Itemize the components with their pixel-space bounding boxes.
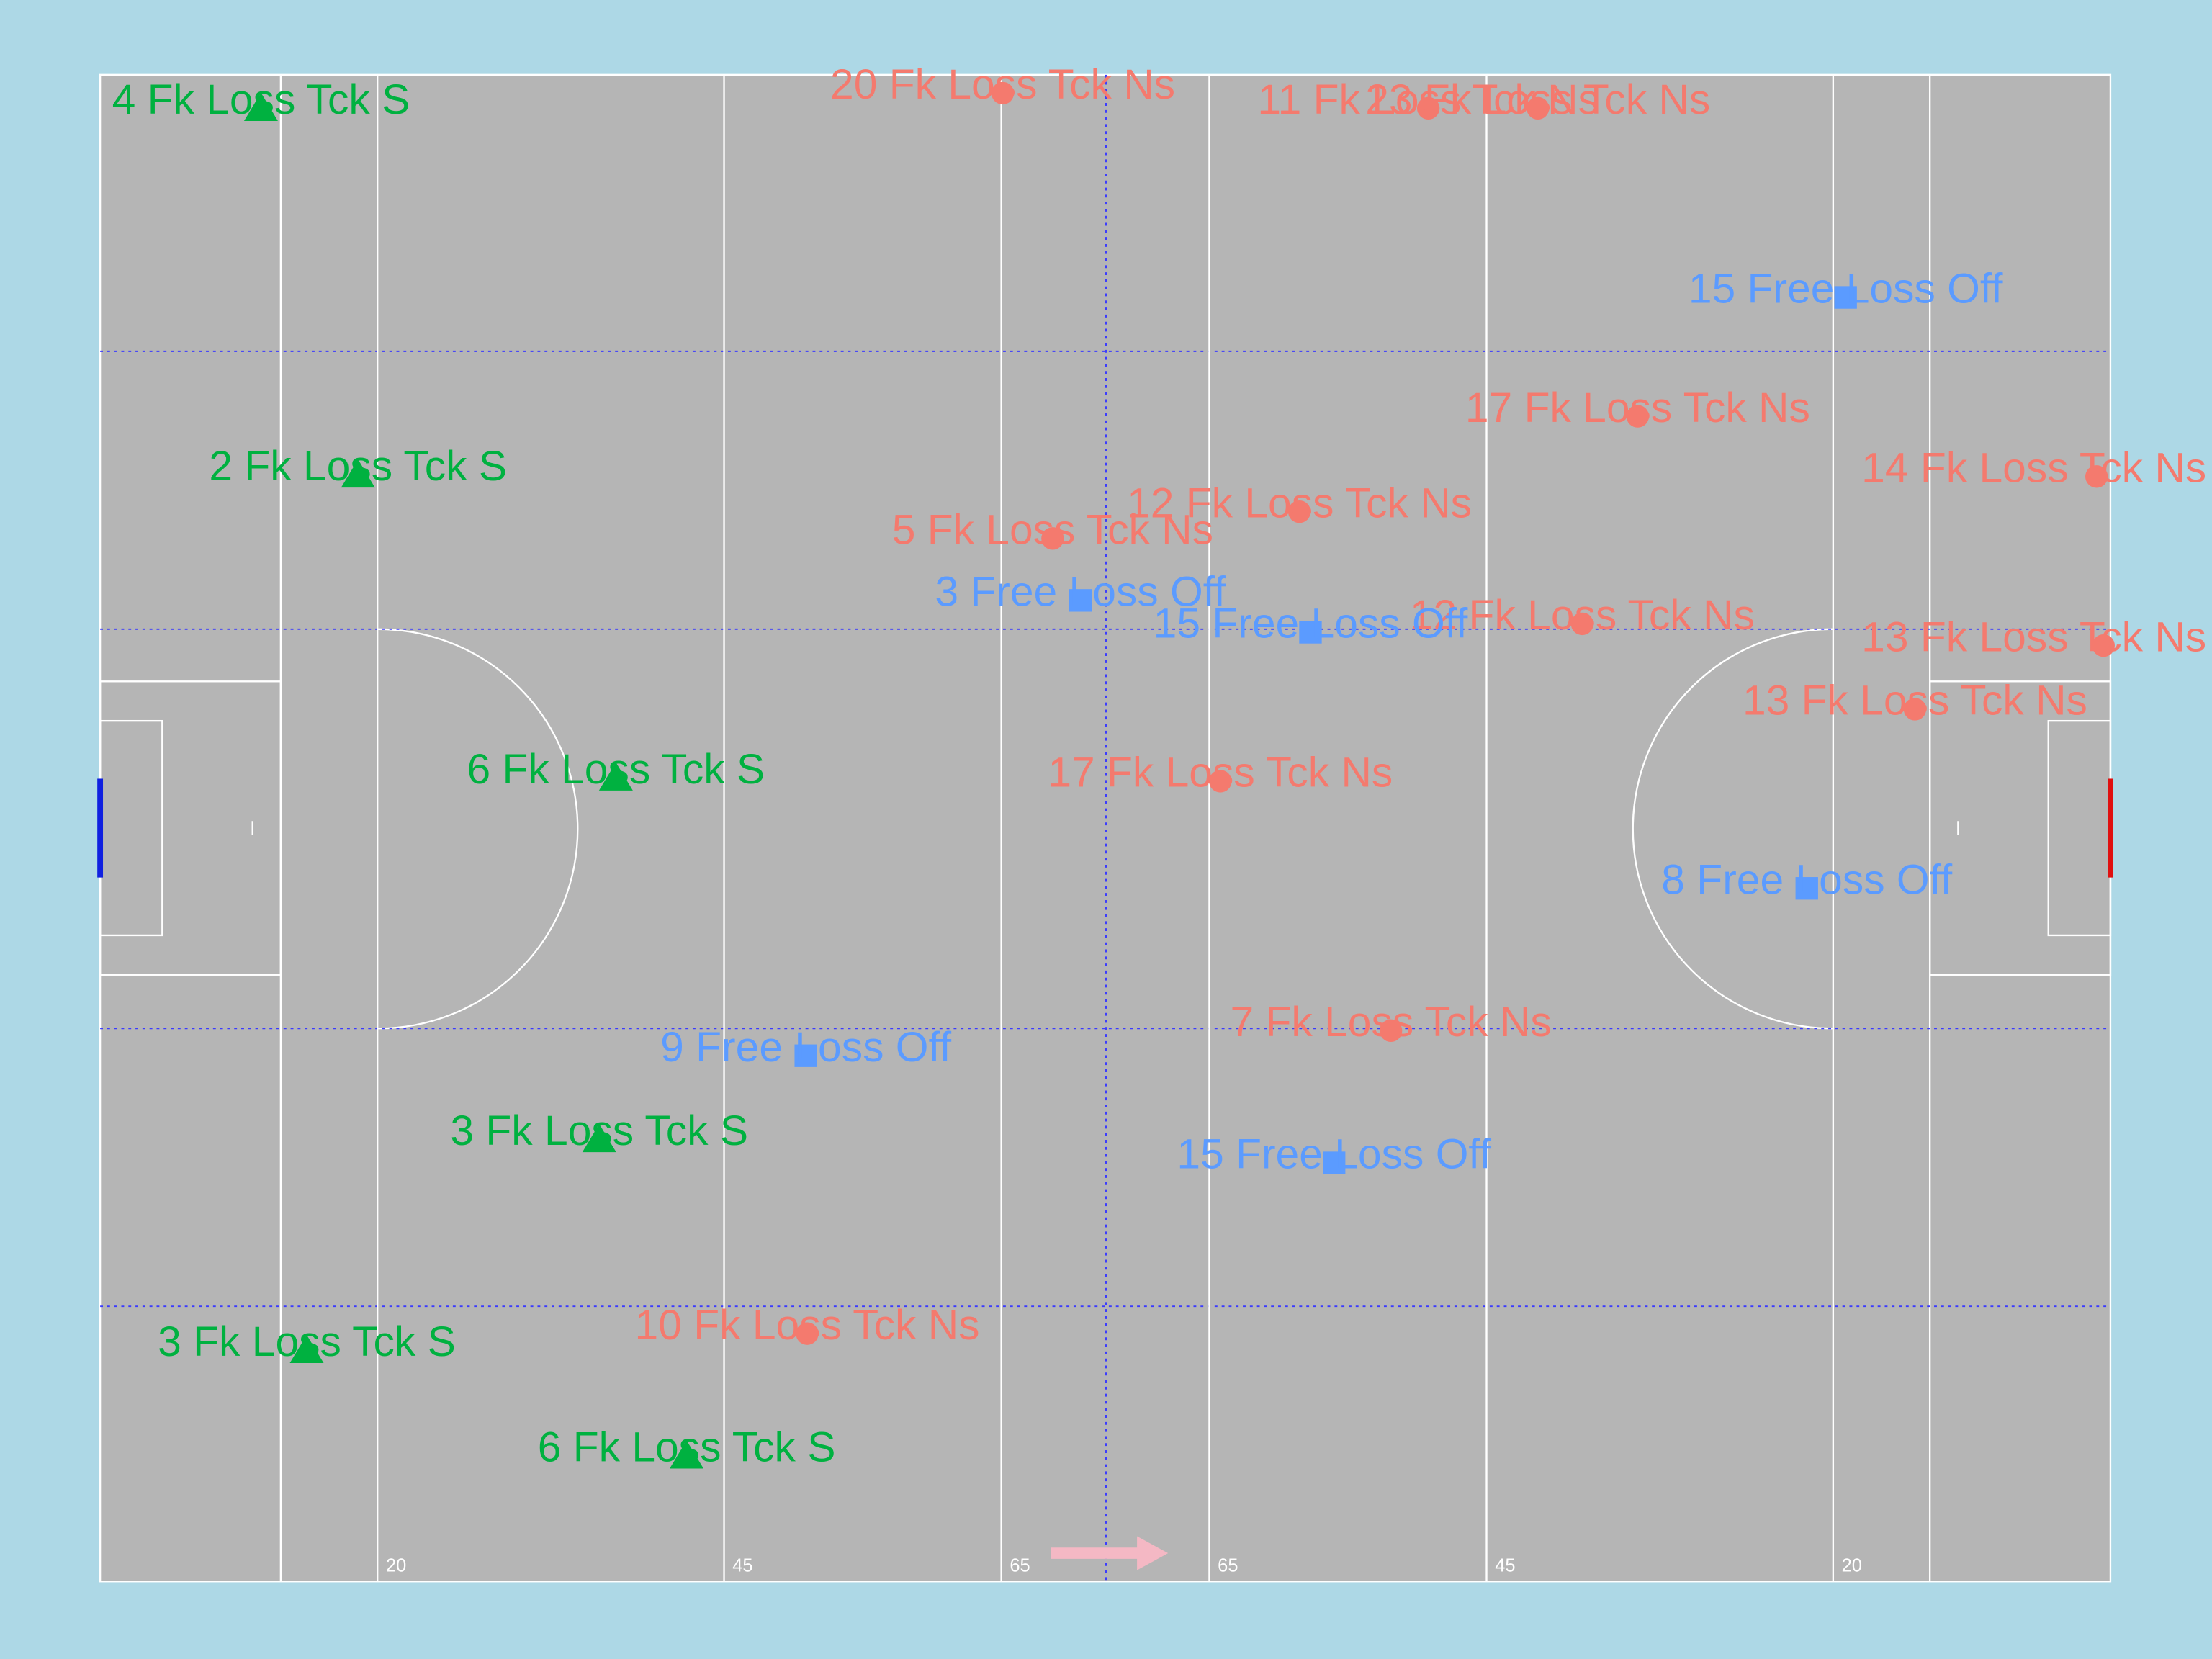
marker bbox=[1041, 527, 1064, 550]
point-label: 15 Free Loss Off bbox=[1154, 601, 1468, 647]
marker bbox=[991, 81, 1015, 105]
point-label: 17 Fk Loss Tck Ns bbox=[1048, 750, 1393, 796]
point-label: 14 Fk Loss Tck Ns bbox=[1861, 445, 2206, 492]
point-label: 9 Free Loss Off bbox=[660, 1024, 952, 1071]
marker bbox=[289, 1334, 324, 1364]
point-label: 5 Fk Loss Tck Ns bbox=[892, 507, 1213, 554]
goal-right bbox=[2108, 778, 2113, 878]
marker bbox=[1903, 698, 1927, 721]
point-label: 3 Fk Loss Tck S bbox=[158, 1318, 456, 1365]
marker bbox=[1626, 405, 1650, 428]
x-tick-label: 45 bbox=[1495, 1556, 1515, 1576]
x-tick-label: 65 bbox=[1218, 1556, 1238, 1576]
marker bbox=[796, 1322, 819, 1345]
marker bbox=[1379, 1019, 1403, 1043]
point-label: 3 Fk Loss Tck S bbox=[450, 1107, 748, 1154]
point-label: 6 Fk Loss Tck S bbox=[467, 746, 765, 793]
x-tick-label: 45 bbox=[732, 1556, 752, 1576]
point-label: 15 Free Loss Off bbox=[1689, 266, 2003, 313]
marker bbox=[1069, 589, 1092, 612]
marker bbox=[1299, 621, 1322, 644]
marker bbox=[1527, 96, 1550, 120]
marker bbox=[243, 92, 278, 121]
point-label: 8 Free Loss Off bbox=[1661, 856, 1953, 903]
point-label: 6 Fk Loss Tck S bbox=[538, 1424, 836, 1471]
x-tick-label: 65 bbox=[1010, 1556, 1030, 1576]
marker bbox=[2085, 465, 2108, 488]
point-label: 12 Fk Loss Tck Ns bbox=[1127, 480, 1472, 526]
point-label: 20 Fk Loss Tck Ns bbox=[830, 61, 1175, 108]
point-label: 17 Fk Loss Tck Ns bbox=[1465, 385, 1810, 431]
marker bbox=[598, 762, 633, 791]
marker bbox=[670, 1440, 704, 1469]
x-tick-label: 20 bbox=[1842, 1556, 1862, 1576]
marker bbox=[1834, 286, 1857, 309]
marker bbox=[2092, 634, 2115, 657]
point-label: 13 Fk Loss Tck Ns bbox=[1743, 678, 2087, 724]
point-label: 13 Fk Loss Tck Ns bbox=[1861, 613, 2206, 660]
marker bbox=[1287, 500, 1311, 523]
point-label: 2 Fk Loss Tck S bbox=[209, 443, 507, 490]
goal-left bbox=[97, 778, 104, 878]
marker bbox=[794, 1044, 817, 1067]
marker bbox=[341, 459, 375, 488]
marker bbox=[1323, 1151, 1346, 1174]
point-label: 10 Fk Loss Tck Ns bbox=[635, 1302, 980, 1349]
point-label: 12 Fk Loss Tck Ns bbox=[1410, 592, 1755, 639]
point-label: 15 Free Loss Off bbox=[1177, 1131, 1491, 1178]
pitch-lines bbox=[99, 74, 2112, 1582]
x-tick-label: 20 bbox=[386, 1556, 406, 1576]
marker bbox=[1209, 770, 1232, 793]
marker bbox=[582, 1123, 616, 1153]
direction-arrow bbox=[1051, 1536, 1169, 1570]
point-label: 23 Fk Loss Tck Ns bbox=[1365, 76, 1710, 123]
marker bbox=[1795, 877, 1818, 900]
point-label: 4 Fk Loss Tck S bbox=[112, 76, 410, 123]
point-label: 3 Free Loss Off bbox=[935, 569, 1226, 616]
point-label: 7 Fk Loss Tck Ns bbox=[1230, 999, 1551, 1046]
marker bbox=[1416, 96, 1440, 120]
marker bbox=[1570, 612, 1594, 636]
